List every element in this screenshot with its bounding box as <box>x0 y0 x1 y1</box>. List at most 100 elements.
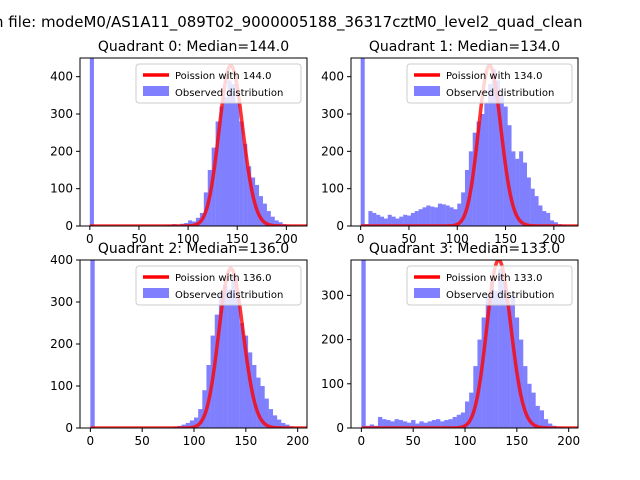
x-tick-label: 50 <box>131 232 146 246</box>
histogram-bar <box>274 220 279 226</box>
histogram-bar <box>527 383 532 428</box>
legend-label-observed: Observed distribution <box>175 88 283 99</box>
legend: Poission with 134.0 Observed distribution <box>406 63 573 104</box>
histogram-bar <box>258 196 263 226</box>
chart-panel-1: 0 50 100 150 200 0 100 200 300 400 Poission with 1… <box>321 39 579 246</box>
histogram-bar <box>547 423 553 428</box>
y-tick-label: 400 <box>50 70 73 84</box>
x-tick-label: 150 <box>234 434 257 448</box>
histogram-bar <box>270 216 275 226</box>
histogram-bar <box>489 282 495 428</box>
histogram-bar <box>382 419 387 428</box>
x-tick-label: 150 <box>494 232 517 246</box>
axes-frame <box>350 57 579 227</box>
histogram-bar <box>231 276 236 428</box>
legend-patch-observed <box>414 288 440 298</box>
histogram-bar <box>445 205 450 226</box>
legend-label-poisson: Poission with 144.0 <box>175 71 271 82</box>
y-tick-label: 0 <box>336 421 344 435</box>
histogram-bar <box>399 216 404 226</box>
plot-area <box>89 260 307 428</box>
plot-area <box>89 58 307 226</box>
y-tick-label: 0 <box>65 219 73 233</box>
panel-title: Quadrant 1: Median=134.0 <box>369 39 560 55</box>
histogram-bar <box>402 421 408 428</box>
histogram-bar <box>407 215 412 226</box>
histogram-bar <box>90 260 95 428</box>
histogram-bar <box>430 206 435 226</box>
x-tick-label: 0 <box>358 434 366 448</box>
histogram-bar <box>460 412 466 428</box>
x-tick-label: 50 <box>135 434 150 448</box>
histogram-bar <box>464 170 470 226</box>
histogram-bar <box>268 409 273 428</box>
legend-patch-observed <box>143 288 169 298</box>
panel-title: Quadrant 3: Median=133.0 <box>369 241 560 257</box>
histogram-bar <box>262 203 267 226</box>
histogram-bar <box>256 377 261 428</box>
y-tick-label: 200 <box>50 337 73 351</box>
legend-box <box>406 265 573 306</box>
y-tick-label: 300 <box>321 107 344 121</box>
legend-label-observed: Observed distribution <box>446 290 554 301</box>
histogram-bar <box>488 84 493 226</box>
histogram-bar <box>484 102 489 226</box>
x-tick-label: 200 <box>286 434 309 448</box>
y-tick-label: 400 <box>321 70 344 84</box>
histogram-bar <box>494 290 499 428</box>
histogram-bar <box>369 424 375 428</box>
chart-panel-2: 0 50 100 150 200 0 100 200 300 400 Poission with 1… <box>50 241 309 448</box>
histogram-bar <box>434 207 439 226</box>
legend-box <box>135 265 302 306</box>
figure-suptitle: n file: modeM0/AS1A11_089T02_9000005188_… <box>0 13 583 32</box>
histogram-bar <box>272 415 278 428</box>
x-tick-label: 50 <box>401 232 416 246</box>
y-tick-label: 300 <box>50 295 73 309</box>
histogram-bar <box>264 398 269 428</box>
histogram-bar <box>260 386 265 428</box>
x-tick-label: 100 <box>177 232 200 246</box>
y-tick-label: 0 <box>336 219 344 233</box>
x-tick-label: 200 <box>275 232 298 246</box>
histogram-bar <box>394 419 399 428</box>
histogram-bar <box>214 314 220 428</box>
y-tick-label: 100 <box>50 379 73 393</box>
axes-frame <box>79 57 308 227</box>
histogram-bar <box>411 420 416 428</box>
x-tick-label: 0 <box>86 232 94 246</box>
histogram-bar <box>281 422 286 428</box>
histogram-bar <box>418 209 423 226</box>
legend-patch-observed <box>143 86 169 96</box>
histogram-bar <box>511 151 516 226</box>
histogram-bar <box>215 121 220 226</box>
poisson-curve <box>89 266 307 428</box>
y-tick-label: 400 <box>50 253 73 267</box>
histogram-bar <box>211 147 216 226</box>
histogram-bar <box>453 209 458 226</box>
chart-panel-3: 0 50 100 150 200 0 100 200 300 Poission with 133.… <box>321 241 580 448</box>
histogram-bar <box>387 214 392 226</box>
histogram-bar <box>519 151 524 226</box>
axes-frame <box>350 259 579 429</box>
histogram-bar <box>531 392 536 428</box>
histogram-bar <box>530 188 535 226</box>
histogram-bar <box>202 390 207 428</box>
histogram-bar <box>539 410 544 428</box>
histogram-bar <box>231 84 236 226</box>
histogram-bar <box>472 132 477 226</box>
histogram-bar <box>515 158 520 226</box>
x-tick-label: 0 <box>357 232 365 246</box>
histogram-bar <box>89 58 94 226</box>
histogram-bar <box>243 143 248 226</box>
histogram-bar <box>390 421 395 428</box>
histogram-bar <box>441 204 446 226</box>
legend: Poission with 136.0 Observed distribution <box>135 265 302 306</box>
x-tick-label: 100 <box>446 232 469 246</box>
histogram-bar <box>414 211 419 226</box>
histogram-bar <box>549 220 555 226</box>
histogram-bar <box>440 421 445 428</box>
histogram-bar <box>372 212 377 226</box>
histogram-bar <box>223 285 228 428</box>
histogram-bar <box>391 216 396 226</box>
